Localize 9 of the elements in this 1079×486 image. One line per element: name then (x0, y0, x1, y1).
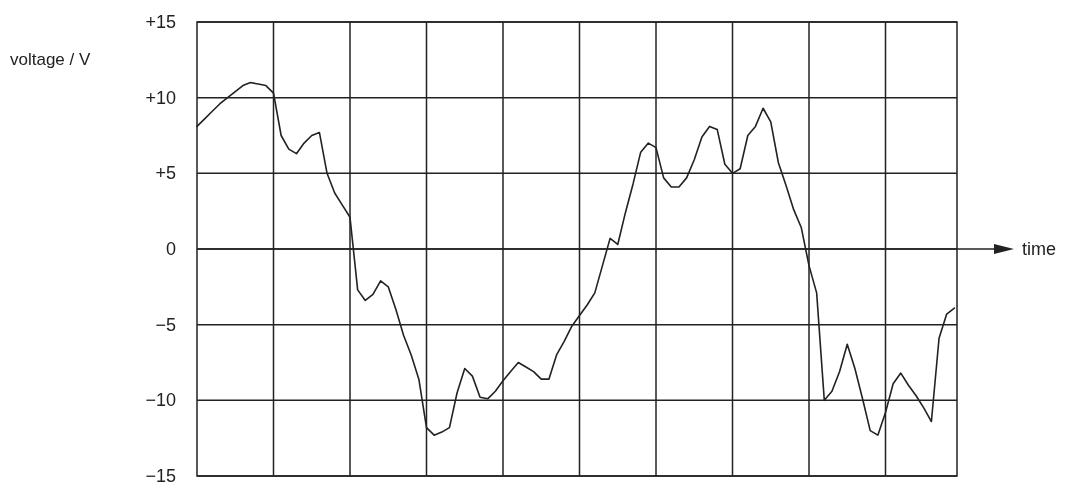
y-tick-label: +15 (145, 12, 176, 32)
y-tick-label: −15 (145, 466, 176, 486)
y-tick-label: 0 (165, 239, 176, 259)
x-axis-title: time (1022, 239, 1057, 259)
y-tick-label: +10 (145, 87, 176, 108)
y-tick-label: −10 (145, 390, 176, 411)
y-tick-label: +5 (155, 163, 176, 184)
y-tick-label: −5 (155, 314, 176, 335)
y-axis-title: voltage / V (10, 50, 91, 70)
